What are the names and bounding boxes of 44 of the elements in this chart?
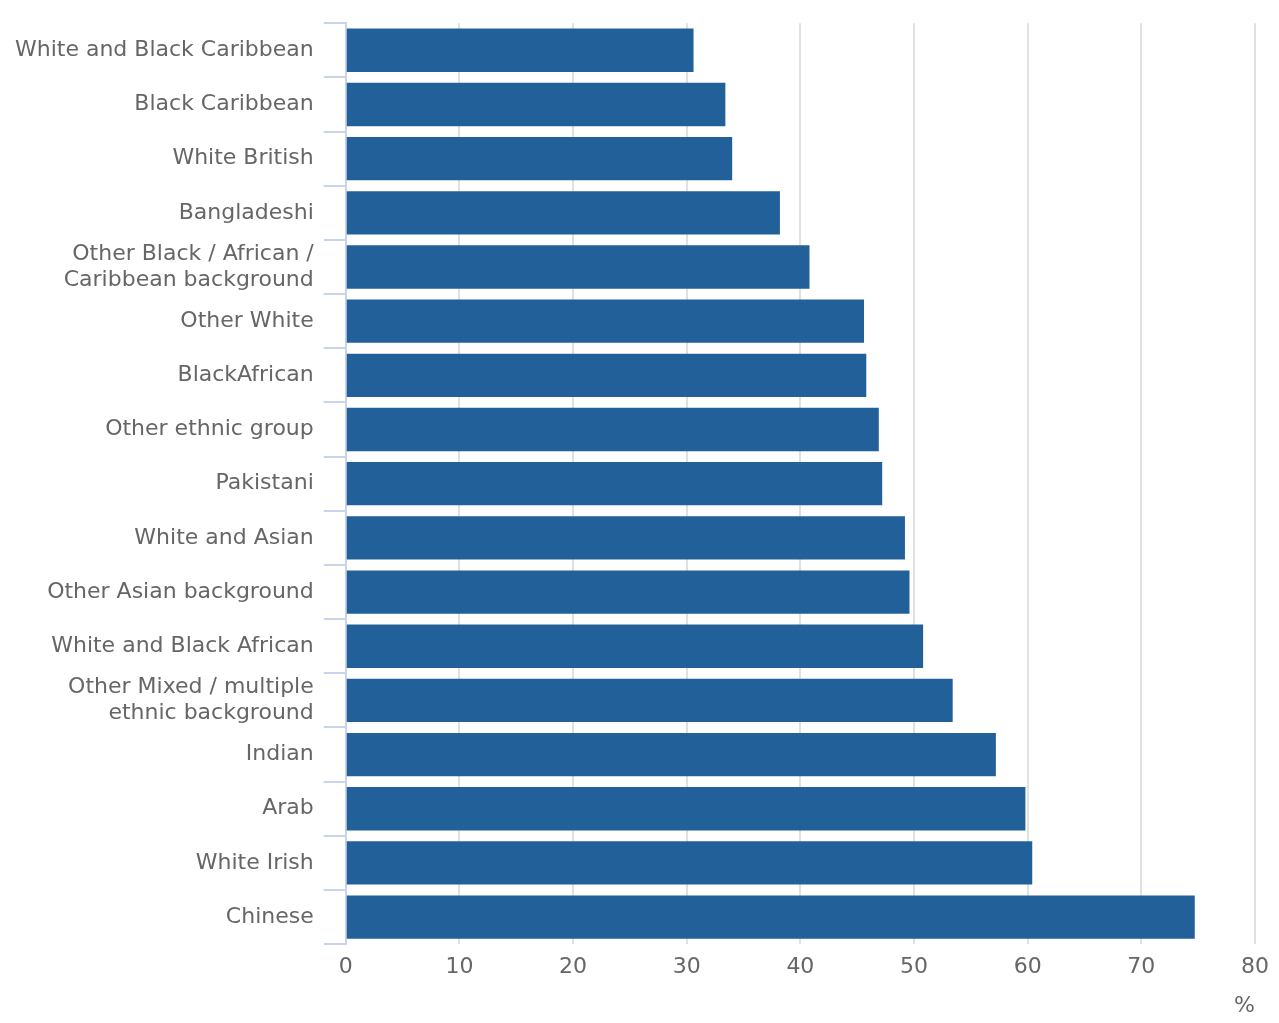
y-tick-label: White and Black African xyxy=(51,631,314,657)
y-tick-label: Indian xyxy=(245,740,314,766)
y-tick-label: Bangladeshi xyxy=(178,198,314,224)
bar xyxy=(346,28,694,72)
bar xyxy=(346,787,1026,831)
bar xyxy=(346,136,733,181)
bar xyxy=(346,462,883,506)
y-tick-label: Other Asian background xyxy=(47,577,314,603)
x-tick-label: 20 xyxy=(559,953,588,979)
x-tick-label: 60 xyxy=(1013,953,1042,979)
x-tick-label: 40 xyxy=(786,953,815,979)
x-tick-label: 30 xyxy=(672,953,701,979)
bar xyxy=(346,245,810,289)
y-tick-label: Black Caribbean xyxy=(134,90,314,116)
bar xyxy=(346,732,996,777)
y-tick-label: Other White xyxy=(180,306,314,332)
y-tick-label: Other Mixed / multiple ethnic background xyxy=(68,672,314,725)
bar xyxy=(346,82,726,127)
x-tick-label: 70 xyxy=(1127,953,1156,979)
x-axis-title: % xyxy=(1234,991,1255,1017)
x-tick-label: 50 xyxy=(900,953,929,979)
y-tick-label: White Irish xyxy=(195,848,314,874)
bar xyxy=(346,895,1195,939)
y-tick-label: Chinese xyxy=(225,902,314,928)
y-tick-label: Other ethnic group xyxy=(105,415,314,441)
bar xyxy=(346,353,867,398)
bar xyxy=(346,299,865,343)
bar xyxy=(346,191,780,235)
y-tick-label: Pakistani xyxy=(215,469,314,495)
y-tick-label: Arab xyxy=(262,794,314,820)
x-tick-label: 80 xyxy=(1241,953,1269,979)
bar xyxy=(346,624,924,668)
x-tick-label: 0 xyxy=(338,953,353,979)
bar xyxy=(346,678,953,723)
y-tick-label: White British xyxy=(172,144,314,170)
y-tick-label: BlackAfrican xyxy=(177,361,314,387)
bar xyxy=(346,570,910,614)
y-tick-label: White and Asian xyxy=(134,523,314,549)
bar xyxy=(346,407,879,452)
x-tick-label: 10 xyxy=(445,953,474,979)
y-tick-label: Other Black / African / Caribbean background xyxy=(63,239,315,291)
bar xyxy=(346,841,1033,885)
y-tick-label: White and Black Caribbean xyxy=(14,36,314,62)
bar xyxy=(346,516,905,560)
